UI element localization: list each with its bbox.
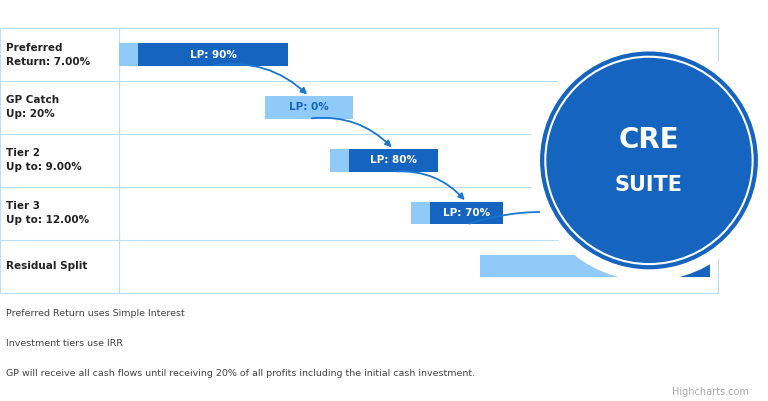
Bar — [138, 43, 288, 66]
Text: CRE: CRE — [619, 126, 679, 154]
Bar — [630, 255, 710, 277]
Text: GP will receive all cash flows until receiving 20% of all profits including the : GP will receive all cash flows until rec… — [6, 369, 475, 378]
Text: LP: 0%: LP: 0% — [290, 103, 329, 112]
Bar — [119, 43, 138, 66]
Bar — [330, 149, 349, 172]
Bar — [265, 96, 353, 119]
Bar — [349, 149, 438, 172]
Text: Investment tiers use IRR: Investment tiers use IRR — [6, 339, 123, 348]
Text: Tier 3
Up to: 12.00%: Tier 3 Up to: 12.00% — [6, 201, 89, 225]
Text: Residual Split: Residual Split — [6, 261, 88, 271]
Text: Tier 2
Up to: 9.00%: Tier 2 Up to: 9.00% — [6, 148, 82, 172]
Bar — [119, 28, 718, 293]
Text: LP: 90%: LP: 90% — [190, 50, 237, 59]
Text: LP: 50%: LP: 50% — [647, 261, 694, 271]
Bar — [480, 255, 630, 277]
Text: SUITE: SUITE — [615, 175, 683, 195]
Bar — [411, 202, 430, 225]
Bar — [430, 202, 503, 225]
Text: GP Catch
Up: 20%: GP Catch Up: 20% — [6, 95, 59, 119]
Bar — [0, 28, 119, 293]
Text: Preferred
Return: 7.00%: Preferred Return: 7.00% — [6, 43, 91, 67]
Text: Preferred Return uses Simple Interest: Preferred Return uses Simple Interest — [6, 309, 185, 318]
Text: LP: 70%: LP: 70% — [443, 209, 490, 218]
Ellipse shape — [538, 49, 760, 272]
Text: LP: 80%: LP: 80% — [370, 156, 417, 165]
Text: Highcharts.com: Highcharts.com — [672, 387, 749, 397]
Ellipse shape — [528, 40, 768, 281]
